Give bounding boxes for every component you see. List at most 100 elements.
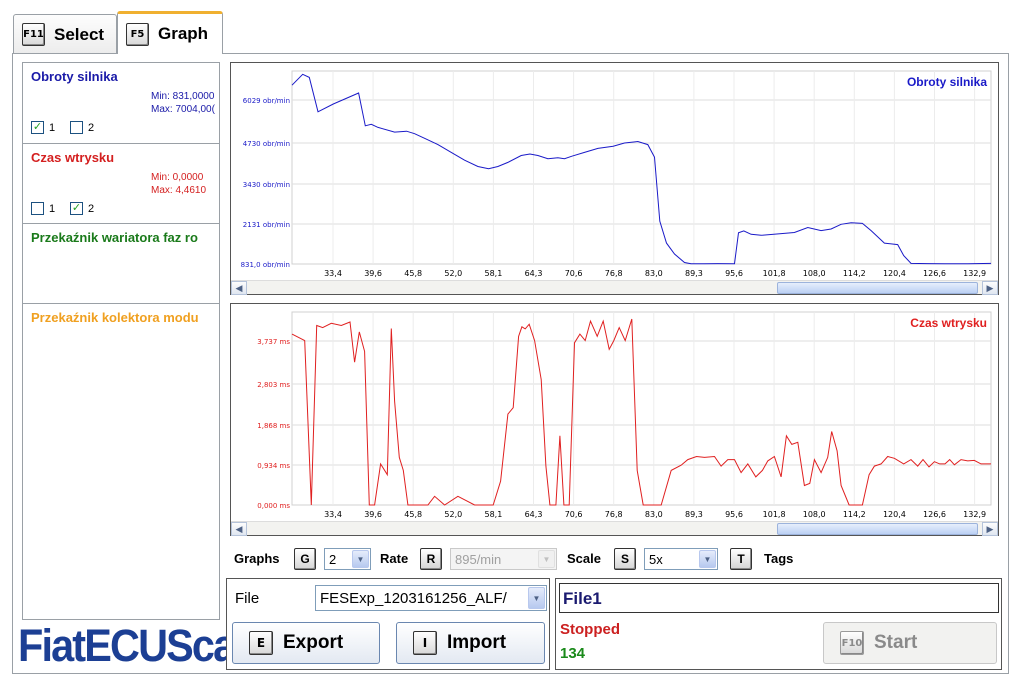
channel-item[interactable]: Przekaźnik wariatora faz ro (23, 224, 219, 304)
channel-name: Obroty silnika (31, 69, 118, 84)
graphs-select[interactable]: 2 ▼ (324, 548, 371, 570)
chevron-down-icon[interactable]: ▼ (352, 550, 369, 568)
x-tick-label: 108,0 (803, 269, 826, 278)
x-tick-label: 114,2 (843, 510, 866, 519)
tab-select-key: F11 (22, 23, 45, 46)
export-key: E (249, 631, 273, 655)
checkbox-label: 2 (88, 202, 95, 215)
channel-min: Min: 0,0000 (151, 172, 204, 183)
y-tick-label: 3430 obr/min (243, 181, 290, 189)
chevron-down-icon[interactable]: ▼ (538, 550, 555, 568)
scale-key-button[interactable]: S (614, 548, 636, 570)
scrollbar-thumb[interactable] (777, 282, 978, 294)
output-file-field[interactable]: File1 (559, 583, 999, 613)
x-tick-label: 132,9 (963, 269, 986, 278)
x-tick-label: 58,1 (484, 269, 502, 278)
rpm-chart: 6029 obr/min 4730 obr/min 3430 obr/min 2131… (241, 70, 992, 278)
x-tick-label: 108,0 (803, 510, 826, 519)
channel-name: Przekaźnik kolektora modu (31, 310, 199, 325)
channel-min: Min: 831,0000 (151, 91, 215, 102)
x-tick-label: 39,6 (364, 510, 382, 519)
tab-graph-key: F5 (126, 22, 149, 46)
scroll-right-icon[interactable]: ▶ (982, 281, 998, 295)
x-tick-label: 83,0 (645, 269, 663, 278)
check-icon: ✓ (31, 121, 44, 134)
x-tick-label: 52,0 (444, 269, 462, 278)
rpm-graph-panel: 6029 obr/min 4730 obr/min 3430 obr/min 2131… (230, 62, 999, 295)
x-tick-label: 76,8 (605, 510, 623, 519)
x-tick-label: 101,8 (763, 269, 786, 278)
rate-select-value: 895/min (455, 551, 502, 567)
import-button-label: Import (447, 632, 507, 653)
scrollbar-thumb[interactable] (777, 523, 978, 535)
file-panel: File FESExp_1203161256_ALF/ ▼ E Export I… (226, 578, 550, 670)
tags-key-button[interactable]: T (730, 548, 752, 570)
channel-max: Max: 7004,00( (151, 104, 215, 115)
graphs-select-value: 2 (329, 551, 337, 567)
checkbox-label: 2 (88, 121, 95, 134)
x-tick-label: 39,6 (364, 269, 382, 278)
x-tick-label: 114,2 (843, 269, 866, 278)
x-tick-label: 132,9 (963, 510, 986, 519)
y-tick-label: 1,868 ms (257, 422, 290, 430)
channel-item[interactable]: Obroty silnika Min: 831,0000 Max: 7004,0… (23, 63, 219, 144)
chart-title: Czas wtrysku (910, 316, 987, 330)
channel-graph2-checkbox[interactable]: ✓ 2 (70, 202, 94, 215)
injection-graph-panel: 3,737 ms 2,803 ms 1,868 ms 0,934 ms 0,000 ms… (230, 303, 999, 536)
tags-label: Tags (764, 551, 794, 566)
scroll-right-icon[interactable]: ▶ (982, 522, 998, 536)
graphs-label: Graphs (234, 551, 280, 566)
y-tick-label: 0,000 ms (257, 502, 290, 510)
file-select-value: FESExp_1203161256_ALF/ (320, 589, 507, 607)
y-tick-label: 3,737 ms (257, 338, 290, 346)
scroll-left-icon[interactable]: ◀ (231, 522, 247, 536)
import-button[interactable]: I Import (396, 622, 545, 664)
scroll-left-icon[interactable]: ◀ (231, 281, 247, 295)
channel-graph2-checkbox[interactable]: 2 (70, 121, 94, 134)
channel-graph1-checkbox[interactable]: ✓ 1 (31, 121, 55, 134)
fiatecuscan-logo: FiatECUScan (18, 620, 260, 671)
x-tick-label: 120,4 (883, 510, 906, 519)
chevron-down-icon[interactable]: ▼ (699, 550, 716, 568)
rate-label: Rate (380, 551, 409, 566)
scale-label: Scale (567, 551, 601, 566)
tab-select[interactable]: F11 Select (13, 14, 117, 54)
x-tick-label: 89,3 (685, 269, 703, 278)
x-tick-label: 70,6 (565, 269, 583, 278)
x-tick-label: 95,6 (725, 269, 743, 278)
series-line (291, 318, 991, 506)
graphs-key-button[interactable]: G (294, 548, 316, 570)
rpm-graph-scrollbar[interactable]: ◀ ▶ (231, 280, 998, 295)
channel-max: Max: 4,4610 (151, 185, 207, 196)
chevron-down-icon[interactable]: ▼ (528, 587, 545, 609)
channel-item[interactable]: Przekaźnik kolektora modu (23, 304, 219, 384)
file-label: File (235, 590, 260, 607)
y-tick-label: 4730 obr/min (243, 140, 290, 148)
injection-graph-scrollbar[interactable]: ◀ ▶ (231, 521, 998, 536)
tab-graph[interactable]: F5 Graph (117, 11, 223, 54)
start-button[interactable]: F10 Start (823, 622, 997, 664)
rate-select[interactable]: 895/min ▼ (450, 548, 557, 570)
plot-area (291, 311, 992, 506)
channel-graph1-checkbox[interactable]: 1 (31, 202, 55, 215)
tab-graph-label: Graph (158, 24, 209, 43)
x-tick-label: 52,0 (444, 510, 462, 519)
x-tick-label: 64,3 (525, 269, 543, 278)
scale-select-value: 5x (649, 551, 663, 567)
rate-key-button[interactable]: R (420, 548, 442, 570)
x-tick-label: 95,6 (725, 510, 743, 519)
channel-item[interactable]: Czas wtrysku Min: 0,0000 Max: 4,4610 1 ✓… (23, 144, 219, 224)
x-tick-label: 126,6 (923, 269, 946, 278)
series-line (291, 73, 992, 265)
x-tick-label: 70,6 (565, 510, 583, 519)
export-button[interactable]: E Export (232, 622, 380, 664)
scale-select[interactable]: 5x ▼ (644, 548, 718, 570)
plot-area (291, 70, 992, 265)
file-select[interactable]: FESExp_1203161256_ALF/ ▼ (315, 585, 547, 611)
export-button-label: Export (283, 632, 344, 653)
check-icon: ✓ (70, 202, 83, 215)
checkbox-label: 1 (49, 121, 56, 134)
status-count: 134 (560, 645, 586, 662)
x-tick-label: 33,4 (324, 269, 342, 278)
x-tick-label: 33,4 (324, 510, 342, 519)
